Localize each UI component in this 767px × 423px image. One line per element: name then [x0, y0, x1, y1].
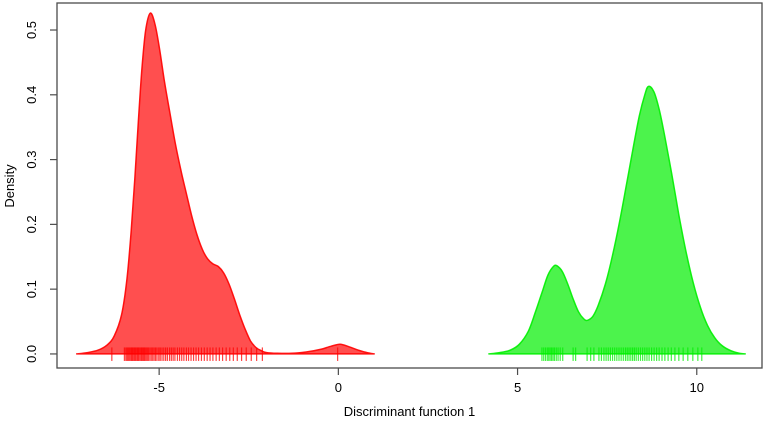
density-area-group-green [488, 85, 746, 355]
y-axis-title: Density [2, 164, 17, 208]
rug-group-green [541, 347, 703, 361]
y-axis-tick-label: 0.4 [24, 86, 39, 104]
plot-border [56, 2, 763, 369]
y-axis-tick-label: 0.1 [24, 280, 39, 298]
x-axis-tick-label: 5 [514, 380, 521, 395]
y-axis-tick-label: 0.2 [24, 215, 39, 233]
y-axis-tick-label: 0.3 [24, 151, 39, 169]
rug-group-red [111, 347, 339, 361]
x-axis-title: Discriminant function 1 [344, 404, 476, 419]
y-axis: 0.0 0.1 0.2 0.3 0.4 0.5 [24, 21, 57, 363]
density-series-group-green [488, 85, 746, 355]
y-axis-tick-label: 0.5 [24, 21, 39, 39]
x-axis-tick-label: -5 [153, 380, 165, 395]
x-axis-tick-label: 0 [335, 380, 342, 395]
density-series-group-red [75, 12, 375, 355]
x-axis: -5 0 5 10 [153, 368, 704, 395]
density-area-group-red [75, 12, 375, 355]
y-axis-tick-label: 0.0 [24, 345, 39, 363]
x-axis-tick-label: 10 [690, 380, 704, 395]
